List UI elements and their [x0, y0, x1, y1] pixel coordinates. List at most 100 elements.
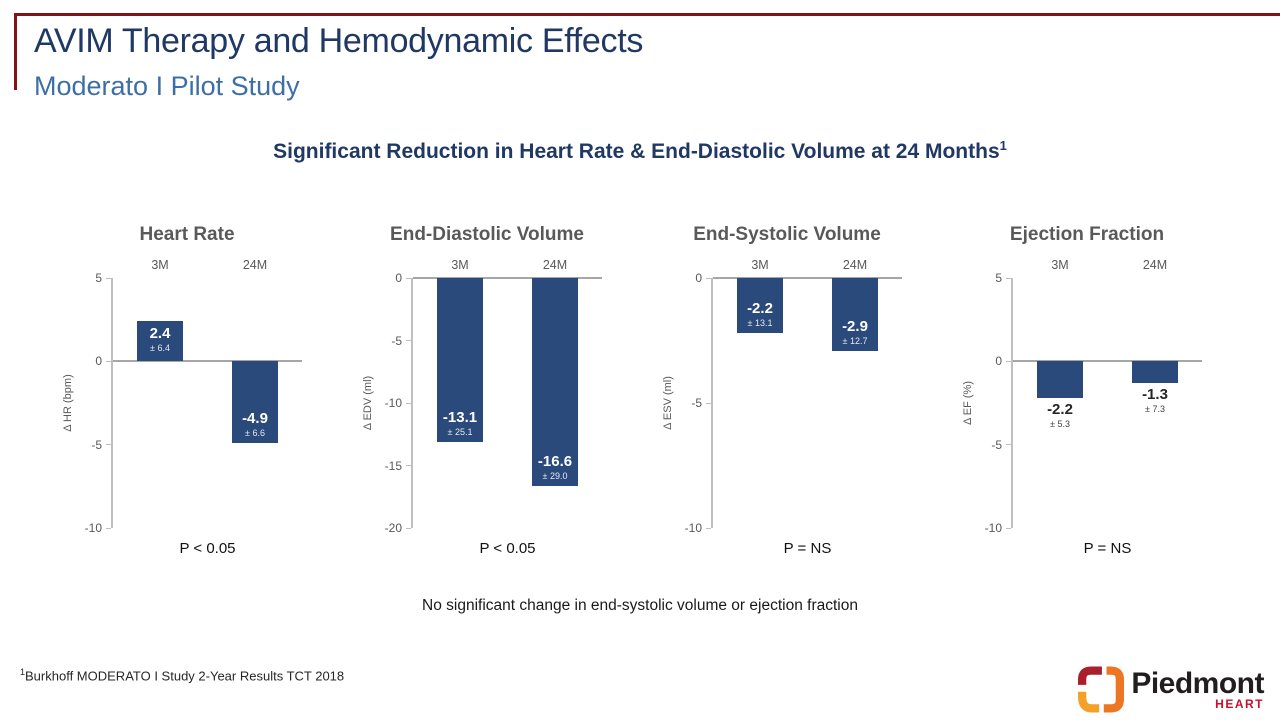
y-tick-label: -20: [384, 521, 402, 535]
y-tick-label: -5: [991, 437, 1002, 452]
zero-line: [413, 277, 602, 279]
p-value-label: P < 0.05: [479, 540, 536, 557]
bar-value-label: -4.9 ± 6.6: [220, 410, 290, 439]
y-tick-mark: [706, 277, 711, 279]
piedmont-logo-name: Piedmont: [1131, 667, 1264, 700]
bar-error: ± 13.1: [747, 318, 773, 328]
bar-value: -16.6: [537, 452, 573, 470]
y-axis-line: [111, 278, 113, 528]
bar-value: -4.9: [242, 410, 268, 427]
chart-panel: End-Diastolic Volume Δ EDV (ml) 3M 24M 0 -5 -1…: [330, 222, 630, 562]
y-tick-label: 0: [995, 354, 1002, 369]
chart-title: Heart Rate: [139, 224, 235, 245]
chart-panel: End-Systolic Volume Δ ESV (ml) 3M 24M 0 -5 -10…: [630, 222, 930, 562]
left-accent-rule: [14, 13, 17, 90]
y-tick-label: -10: [384, 396, 402, 410]
bar: [232, 361, 278, 443]
y-tick-label: -15: [384, 458, 402, 473]
y-tick-label: 0: [95, 354, 102, 369]
y-tick-mark: [406, 340, 411, 341]
footnote: 1Burkhoff MODERATO I Study 2-Year Result…: [20, 667, 344, 683]
p-value-label: P = NS: [783, 540, 832, 557]
footnote-text: Burkhoff MODERATO I Study 2-Year Results…: [25, 668, 345, 684]
y-tick-mark: [106, 527, 111, 529]
category-label: 24M: [542, 258, 568, 272]
y-tick-mark: [106, 277, 111, 279]
chart-heading-text: Significant Reduction in Heart Rate & En…: [273, 140, 1000, 163]
y-tick-mark: [1006, 444, 1011, 446]
zero-line: [1013, 360, 1202, 363]
chart-heading-superscript: 1: [999, 138, 1007, 153]
charts-row: Heart Rate Δ HR (bpm) 3M 24M 5 0 -5 -10 2.4 ± 6.4…: [30, 222, 1230, 562]
bar-value: -13.1: [442, 408, 478, 426]
bar: [1037, 361, 1083, 398]
bar-value: -2.9: [842, 317, 868, 335]
y-axis-title: Δ EF (%): [962, 380, 974, 426]
bar-value-label: -16.6 ± 29.0: [520, 453, 590, 482]
bar: [737, 278, 783, 333]
y-tick-mark: [406, 465, 411, 466]
y-tick-mark: [406, 527, 411, 529]
bar-value-label: -2.2 ± 5.3: [1025, 401, 1095, 430]
category-label: 24M: [1142, 258, 1168, 272]
bar: [1132, 361, 1178, 383]
y-tick-label: 0: [695, 271, 702, 285]
p-value-label: P = NS: [1083, 540, 1132, 557]
chart-title: Ejection Fraction: [1009, 224, 1165, 245]
y-tick-mark: [706, 527, 711, 529]
page-subtitle: Moderato I Pilot Study: [34, 71, 300, 101]
chart-panel: Ejection Fraction Δ EF (%) 3M 24M 5 0 -5 -10 -2.…: [930, 222, 1230, 562]
footnote-superscript: 1: [20, 667, 26, 677]
bar-value: -2.2: [1047, 401, 1073, 418]
bar-error: ± 6.4: [150, 343, 170, 354]
category-label: 24M: [842, 258, 868, 272]
y-tick-mark: [1006, 277, 1011, 279]
bar-error: ± 5.3: [1050, 419, 1070, 429]
top-accent-rule: [14, 13, 1280, 16]
y-tick-mark: [406, 277, 411, 279]
bar-value-label: -2.9 ± 12.7: [820, 318, 890, 347]
bar-error: ± 6.6: [245, 428, 265, 438]
piedmont-logo-text: Piedmont HEART: [1131, 668, 1264, 711]
y-tick-label: -10: [984, 521, 1002, 535]
y-tick-label: -10: [684, 521, 702, 535]
category-label: 3M: [751, 258, 769, 272]
y-tick-label: 5: [95, 271, 102, 285]
y-axis-line: [711, 278, 713, 528]
zero-line: [713, 277, 902, 279]
bar-value-label: -13.1 ± 25.1: [425, 409, 495, 438]
bar-value-label: -2.2 ± 13.1: [725, 300, 795, 329]
y-tick-mark: [1006, 527, 1011, 529]
y-axis-line: [1011, 278, 1013, 528]
p-value-label: P < 0.05: [179, 540, 236, 557]
bar-value: 2.4: [149, 325, 171, 343]
y-tick-mark: [706, 402, 711, 404]
y-tick-mark: [106, 444, 111, 446]
y-tick-mark: [406, 402, 411, 404]
chart-panel: Heart Rate Δ HR (bpm) 3M 24M 5 0 -5 -10 2.4 ± 6.4…: [30, 222, 330, 562]
y-tick-mark: [1006, 360, 1011, 362]
bar-value: -1.3: [1142, 386, 1168, 403]
bar-error: ± 12.7: [842, 335, 868, 346]
bar-error: ± 7.3: [1145, 404, 1165, 414]
y-axis-title: Δ HR (bpm): [62, 374, 74, 432]
page-title: AVIM Therapy and Hemodynamic Effects: [34, 22, 644, 60]
chart-title: End-Diastolic Volume: [390, 224, 584, 245]
y-tick-label: 5: [995, 271, 1002, 285]
category-label: 3M: [451, 258, 469, 272]
y-tick-label: -5: [691, 396, 702, 410]
zero-line: [113, 360, 302, 363]
category-label: 3M: [151, 258, 169, 272]
bar-value-label: 2.4 ± 6.4: [125, 325, 195, 354]
chart-heading: Significant Reduction in Heart Rate & En…: [0, 138, 1280, 164]
piedmont-logo-icon: [1078, 666, 1125, 713]
bar: [832, 278, 878, 351]
chart-title: End-Systolic Volume: [693, 224, 881, 245]
y-tick-label: 0: [395, 271, 402, 285]
category-label: 3M: [1051, 258, 1069, 272]
bar-value: -2.2: [747, 300, 773, 317]
bar: [437, 278, 483, 442]
note-text: No significant change in end-systolic vo…: [422, 597, 858, 614]
category-label: 24M: [242, 258, 268, 272]
